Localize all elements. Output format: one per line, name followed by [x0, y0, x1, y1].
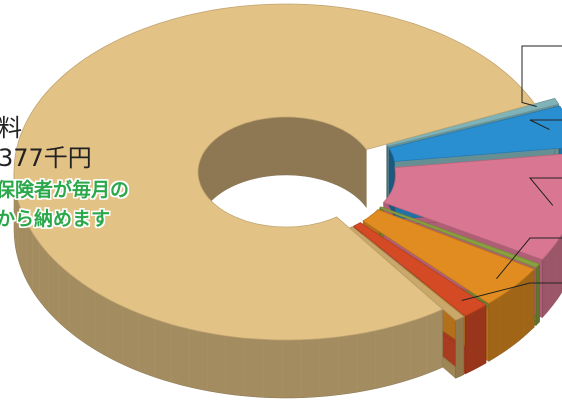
leader-lines — [461, 45, 562, 301]
donut-inner-wall-0 — [386, 143, 389, 205]
donut-outer-wall-2 — [542, 233, 562, 319]
leader-line-4 — [461, 282, 562, 301]
donut-slice-0 — [386, 97, 560, 147]
donut-slice-3 — [378, 206, 541, 269]
donut-slice-7 — [13, 3, 536, 341]
annotation-line-1: 料 — [0, 114, 22, 142]
donut-outer-wall-3 — [535, 263, 540, 327]
donut-slice-1 — [388, 105, 562, 162]
donut-tops — [13, 3, 562, 341]
leader-line-1 — [529, 119, 562, 130]
leader-line-0 — [521, 45, 562, 107]
donut-outer-wall-5 — [464, 304, 487, 375]
annotation-line-4: から納めます — [0, 208, 111, 230]
leader-line-3 — [496, 237, 562, 280]
annotation-line-3: 保険者が毎月の — [0, 179, 130, 201]
donut-slice-2 — [382, 153, 562, 261]
donut-slice-4 — [362, 209, 535, 304]
leader-line-2 — [528, 177, 562, 206]
annotation-line-2: 377千円 — [0, 144, 92, 172]
donut-slice-5 — [352, 222, 487, 317]
donut-outer-wall-6 — [455, 316, 465, 379]
